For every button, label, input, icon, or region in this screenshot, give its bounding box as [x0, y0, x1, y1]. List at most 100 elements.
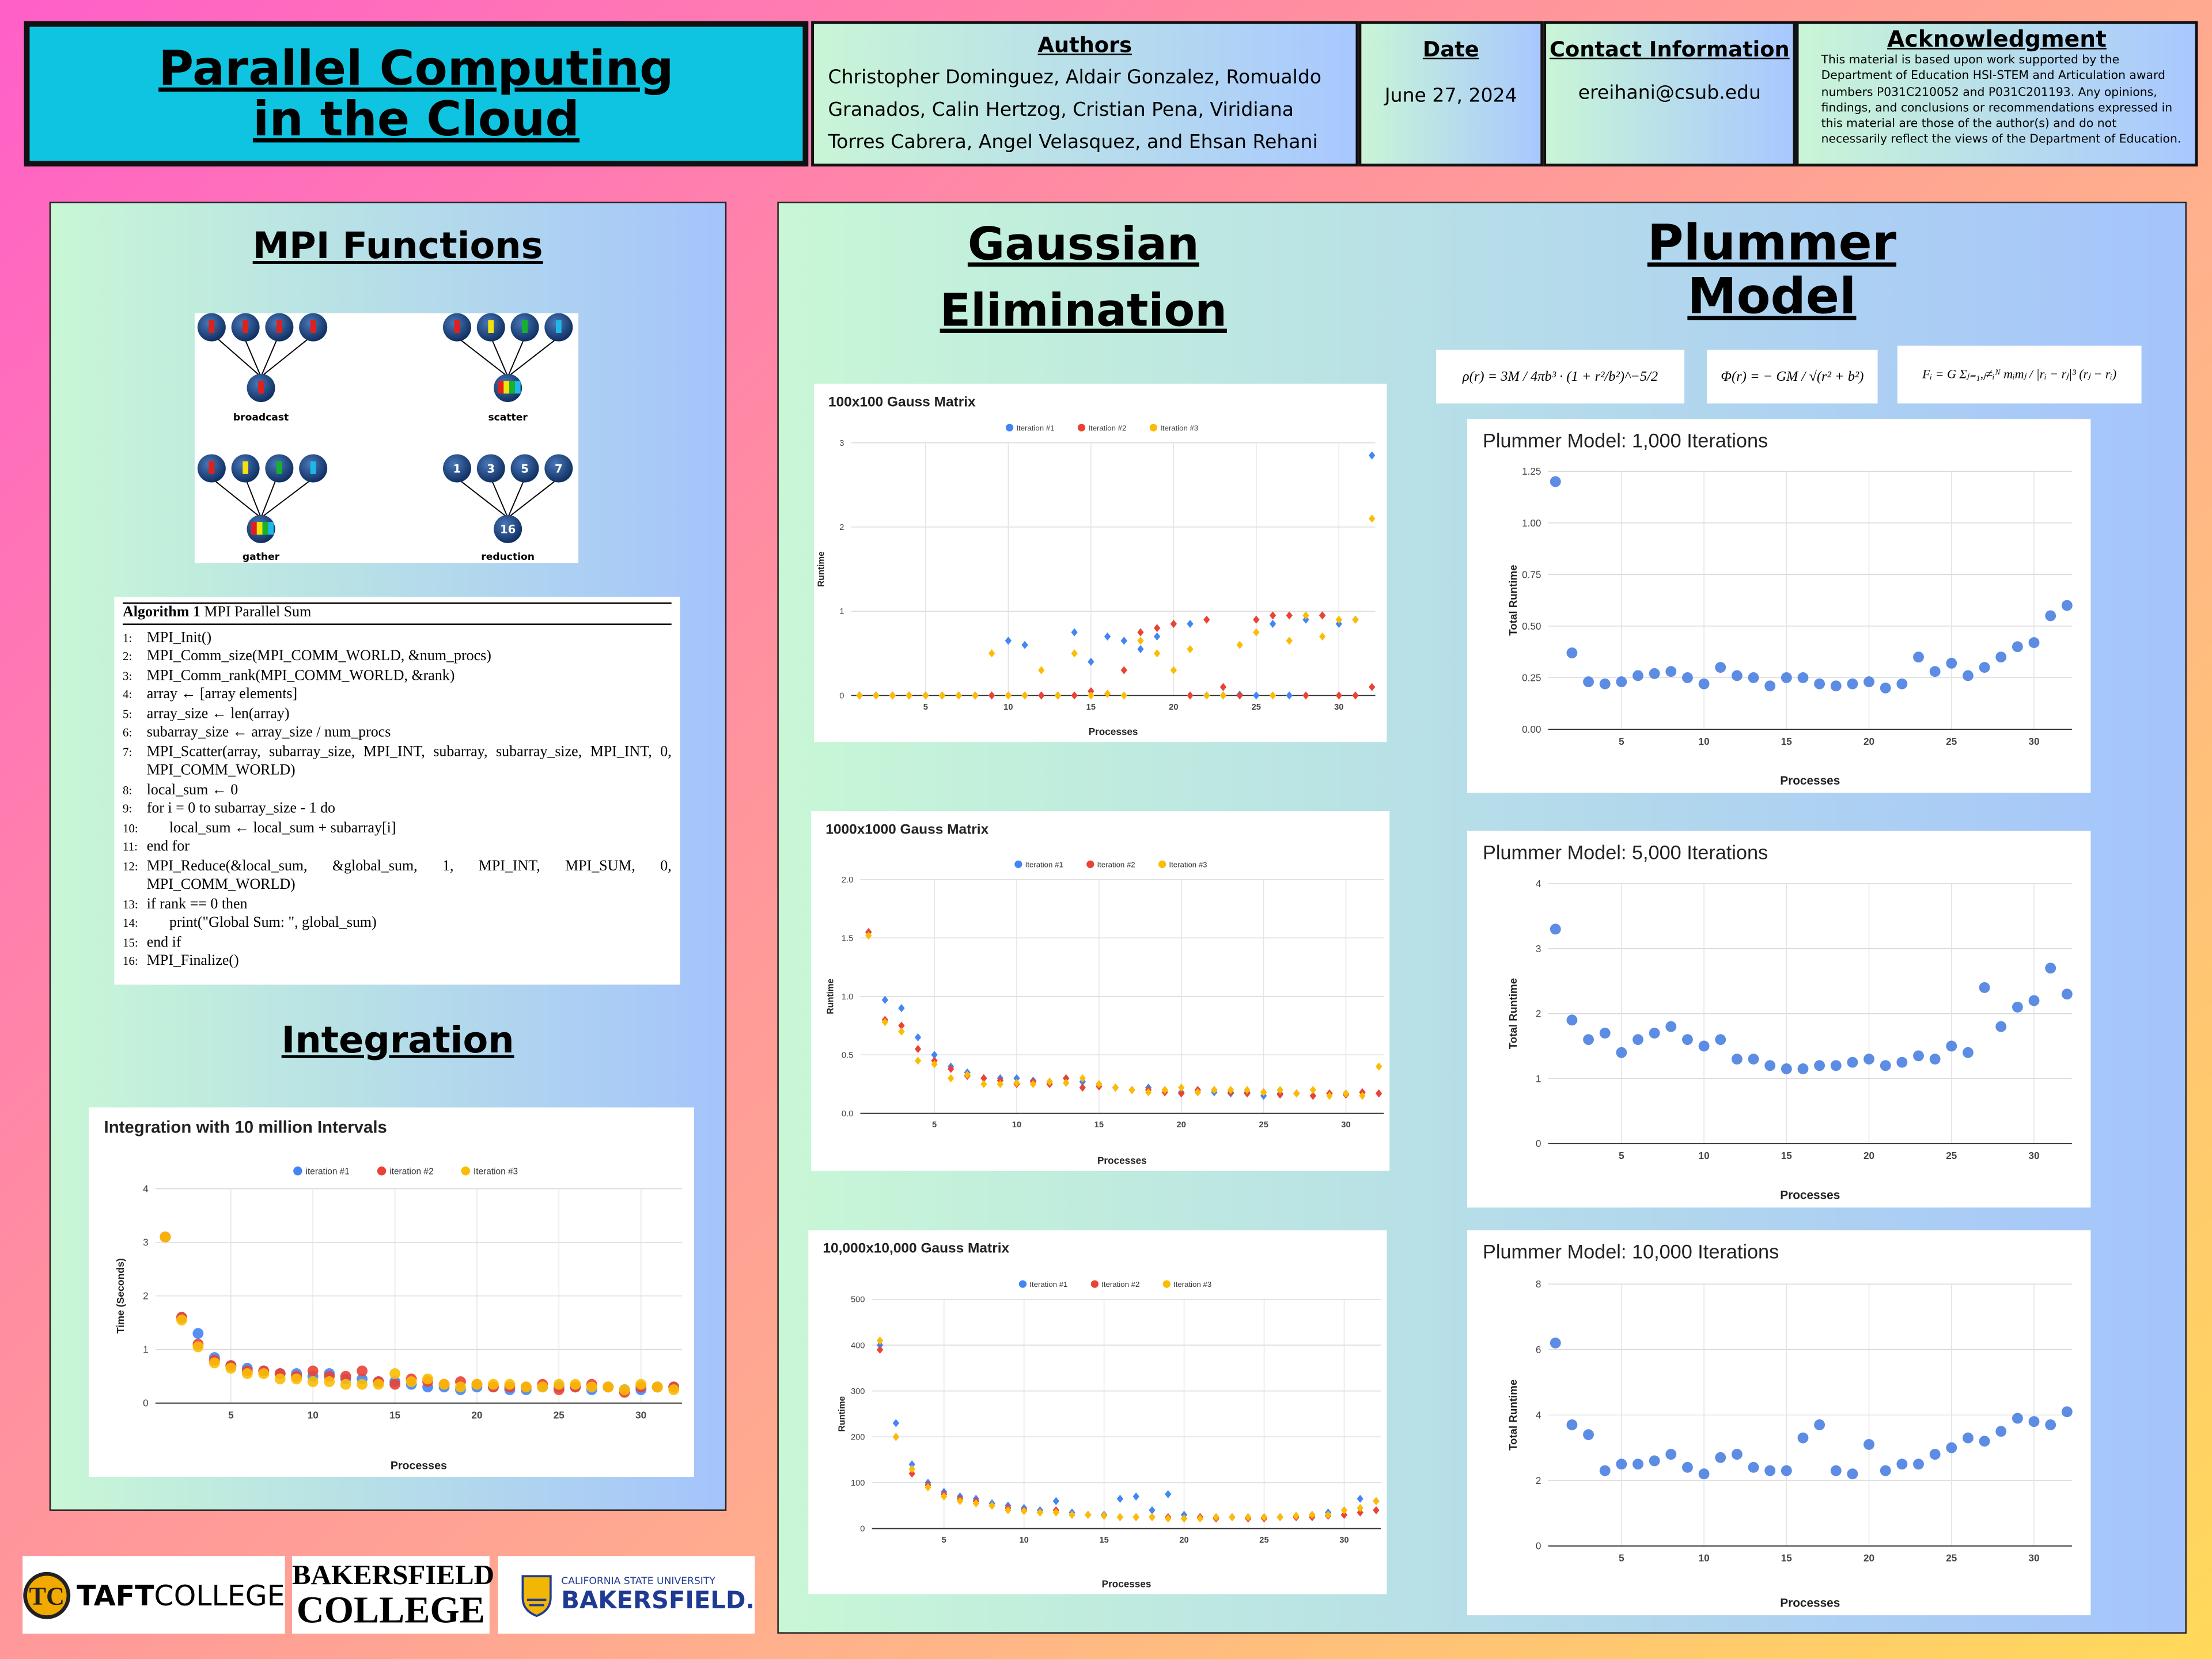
data-point [1847, 678, 1858, 690]
logo: BAKERSFIELD COLLEGE [291, 1556, 494, 1634]
data-point [1814, 678, 1825, 690]
algorithm-line: 1: MPI_Init() [123, 628, 672, 647]
diagram-blocks [209, 320, 562, 535]
data-point [1088, 657, 1094, 666]
y-tick-label: 0 [839, 691, 844, 700]
line-text: MPI_Scatter(array, subarray_size, MPI_IN… [146, 744, 672, 779]
data-point [1830, 1465, 1842, 1476]
data-point [438, 1378, 450, 1390]
data-point [1137, 637, 1144, 645]
data-point [1236, 691, 1243, 700]
chart: 1000x1000 Gauss Matrix 0.0 0.5 1.0 1.5 2.0 5 10… [825, 821, 1384, 1166]
data-point [908, 1465, 915, 1474]
data-point [2045, 610, 2056, 622]
data-point [1286, 691, 1293, 700]
data-point [1748, 672, 1759, 683]
formula: Φ(r) = − GM / √(r² + b²) [1707, 350, 1878, 404]
y-tick-label: 1.0 [842, 993, 853, 1002]
line-text: local_sum ← 0 [146, 782, 238, 798]
x-tick-label: 25 [1946, 1150, 1957, 1161]
node-value: 1 [453, 462, 461, 475]
data-point [1979, 982, 1990, 993]
data-point [2061, 1406, 2073, 1418]
data-point [881, 995, 889, 1004]
line-number: 16: [123, 953, 138, 968]
data-point [1946, 1442, 1957, 1453]
x-tick-label: 30 [2028, 1552, 2039, 1564]
date-heading: Date [1422, 36, 1479, 62]
logo-text: COLLEGE [296, 1588, 485, 1631]
data-point [1340, 1510, 1348, 1519]
algorithm-line: 6: subarray_size ← array_size / num_procs [123, 724, 672, 743]
line-number: 6: [123, 725, 132, 740]
data-point [307, 1365, 319, 1377]
data-point [1731, 1449, 1743, 1460]
data-point [914, 1033, 922, 1041]
data-point [1085, 1510, 1092, 1519]
logo-mark [521, 1574, 552, 1616]
data-point [1277, 1513, 1283, 1521]
x-tick-label: 15 [1781, 1150, 1793, 1161]
data-point [1340, 1506, 1348, 1514]
data-point [1698, 1468, 1710, 1480]
y-tick-label: 1 [143, 1344, 149, 1355]
data-point [1369, 451, 1376, 460]
data-point [668, 1384, 680, 1395]
x-axis-label: Processes [1780, 1189, 1840, 1202]
data-point [357, 1365, 368, 1377]
line-text: for i = 0 to subarray_size - 1 do [146, 801, 336, 817]
line-text: local_sum ← local_sum + subarray[i] [169, 820, 396, 836]
data-point [980, 1080, 987, 1089]
data-point [307, 1376, 319, 1387]
y-tick-label: 8 [1536, 1278, 1541, 1290]
data-point [1863, 1439, 1874, 1450]
x-tick-label: 30 [1339, 1536, 1349, 1545]
y-tick-label: 1.5 [842, 934, 853, 943]
data-point [340, 1370, 351, 1382]
y-axis-label: Runtime [838, 1396, 847, 1431]
y-tick-label: 0 [143, 1397, 149, 1409]
data-point [1120, 637, 1127, 645]
data-point [1963, 1432, 1974, 1444]
logo-text: COLLEGE [154, 1578, 285, 1612]
data-point [1946, 1040, 1957, 1052]
data-point [1178, 1084, 1185, 1092]
x-axis-label: Processes [391, 1459, 447, 1472]
svg-text:TC: TC [29, 1581, 65, 1609]
algorithm-line: 3: MPI_Comm_rank(MPI_COMM_WORLD, &rank) [123, 666, 672, 685]
data-point [2028, 1416, 2040, 1427]
legend-label: Iteration #3 [1160, 423, 1198, 432]
data-point [1649, 1027, 1660, 1039]
y-tick-label: 2 [839, 523, 844, 532]
data-point [1013, 1078, 1020, 1088]
data-point [972, 1499, 979, 1508]
data-point [1616, 1047, 1627, 1058]
data-point [1245, 1513, 1252, 1521]
x-axis-label: Processes [1097, 1155, 1147, 1166]
x-tick-label: 15 [389, 1410, 401, 1421]
diagram-label: scatter [488, 412, 528, 423]
data-point [865, 931, 872, 940]
data-point [1149, 1513, 1156, 1521]
y-tick-label: 400 [851, 1341, 865, 1350]
algorithm-box: Algorithm 1 MPI Parallel Sum 1: MPI_Init(… [114, 596, 680, 985]
data-point [1187, 619, 1194, 628]
legend-label: Iteration #2 [1097, 861, 1135, 869]
line-text: MPI_Reduce(&local_sum, &global_sum, 1, M… [146, 858, 672, 893]
data-point [1335, 619, 1342, 628]
data-point [1963, 1047, 1974, 1058]
data-point [1913, 652, 1924, 663]
y-axis-label: Total Runtime [1507, 1380, 1519, 1450]
algorithm-label: Algorithm 1 [123, 605, 200, 621]
data-point [1731, 670, 1743, 681]
data-point [1830, 680, 1842, 692]
data-point [1913, 1050, 1924, 1062]
data-point [1165, 1514, 1172, 1523]
y-tick-label: 3 [839, 439, 844, 448]
poster-title: Parallel Computing in the Cloud [158, 40, 674, 147]
data-point [1219, 683, 1227, 691]
data-point [948, 1074, 955, 1082]
line-text: if rank == 0 then [146, 896, 248, 912]
data-point [357, 1378, 368, 1390]
algorithm-name: MPI Parallel Sum [204, 605, 312, 621]
